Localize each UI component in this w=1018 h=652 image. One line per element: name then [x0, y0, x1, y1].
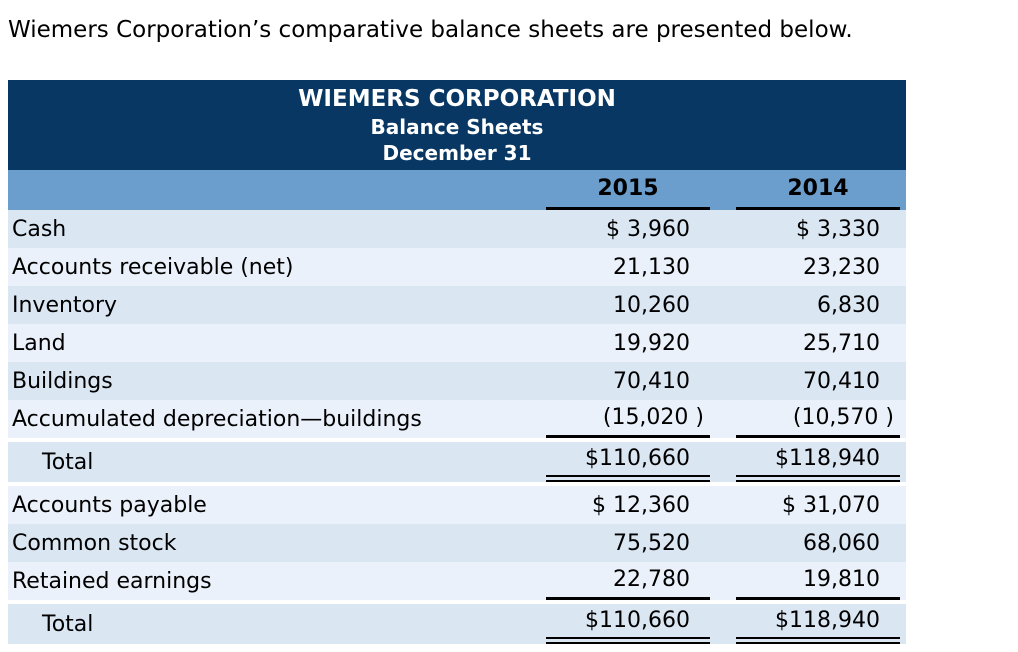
row-cash: Cash $ 3,960 $ 3,330 [8, 210, 906, 248]
cell-2014: 19,810 [736, 562, 900, 600]
column-right-margin [900, 442, 906, 482]
cell-2014: $ 31,070 [782, 492, 880, 518]
cell-2015: 75,520 [613, 530, 690, 556]
cell-2014: $118,940 [736, 604, 900, 644]
column-gap [710, 400, 736, 438]
statement-title: Balance Sheets [370, 115, 544, 139]
column-right-margin [900, 486, 906, 524]
cell-2015: $110,660 [546, 604, 710, 644]
row-label: Retained earnings [12, 568, 212, 594]
row-label: Buildings [12, 368, 113, 394]
cell-2014: 25,710 [803, 330, 880, 356]
row-label: Inventory [12, 292, 118, 318]
company-name: WIEMERS CORPORATION [298, 86, 616, 112]
row-separator [8, 438, 906, 442]
intro-text: Wiemers Corporation’s comparative balanc… [8, 17, 853, 43]
column-gap [710, 248, 736, 286]
row-total-liabilities-equity: Total $110,660 $118,940 [8, 604, 906, 644]
column-gap [710, 170, 736, 210]
row-separator [8, 600, 906, 604]
cell-2015: 22,780 [546, 562, 710, 600]
cell-2015: 19,920 [613, 330, 690, 356]
cell-2015: $ 12,360 [592, 492, 690, 518]
column-right-margin [900, 604, 906, 644]
row-label: Total [42, 611, 94, 637]
column-gap [710, 562, 736, 600]
column-right-margin [900, 524, 906, 562]
row-inventory: Inventory 10,260 6,830 [8, 286, 906, 324]
column-right-margin [900, 286, 906, 324]
column-right-margin [900, 562, 906, 600]
column-gap [710, 442, 736, 482]
cell-2014: $ 3,330 [796, 216, 880, 242]
cell-2015: 21,130 [613, 254, 690, 280]
cell-2014: 6,830 [817, 292, 880, 318]
balance-sheet-table: WIEMERS CORPORATION Balance Sheets Decem… [8, 80, 906, 644]
column-gap [710, 210, 736, 248]
cell-2014: 23,230 [803, 254, 880, 280]
column-gap [710, 486, 736, 524]
cell-2015: 70,410 [613, 368, 690, 394]
row-total-assets: Total $110,660 $118,940 [8, 442, 906, 482]
row-label: Land [12, 330, 66, 356]
cell-2014: 68,060 [803, 530, 880, 556]
row-label: Accounts payable [12, 492, 207, 518]
column-right-margin [900, 170, 906, 210]
column-gap [710, 362, 736, 400]
cell-2014: $118,940 [736, 442, 900, 482]
column-gap [710, 604, 736, 644]
table-header: WIEMERS CORPORATION Balance Sheets Decem… [8, 80, 906, 170]
row-label: Total [42, 449, 94, 475]
row-buildings: Buildings 70,410 70,410 [8, 362, 906, 400]
statement-date: December 31 [382, 141, 532, 165]
column-right-margin [900, 210, 906, 248]
column-gap [710, 324, 736, 362]
cell-2014: 70,410 [803, 368, 880, 394]
cell-2015: 10,260 [613, 292, 690, 318]
column-header-2015: 2015 [546, 170, 710, 210]
row-retained-earnings: Retained earnings 22,780 19,810 [8, 562, 906, 600]
cell-2015: (15,020 ) [546, 400, 710, 438]
column-header-spacer [8, 170, 546, 210]
row-common-stock: Common stock 75,520 68,060 [8, 524, 906, 562]
column-gap [710, 286, 736, 324]
column-header-row: 2015 2014 [8, 170, 906, 210]
row-label: Cash [12, 216, 67, 242]
row-land: Land 19,920 25,710 [8, 324, 906, 362]
row-accounts-receivable: Accounts receivable (net) 21,130 23,230 [8, 248, 906, 286]
row-label: Accounts receivable (net) [12, 254, 294, 280]
row-accounts-payable: Accounts payable $ 12,360 $ 31,070 [8, 486, 906, 524]
column-gap [710, 524, 736, 562]
column-right-margin [900, 400, 906, 438]
cell-2014: (10,570 ) [736, 400, 900, 438]
row-label: Accumulated depreciation—buildings [12, 406, 422, 432]
cell-2015: $110,660 [546, 442, 710, 482]
row-accumulated-depreciation: Accumulated depreciation—buildings (15,0… [8, 400, 906, 438]
column-right-margin [900, 248, 906, 286]
cell-2015: $ 3,960 [606, 216, 690, 242]
column-right-margin [900, 362, 906, 400]
column-right-margin [900, 324, 906, 362]
row-separator [8, 482, 906, 486]
row-label: Common stock [12, 530, 177, 556]
column-header-2014: 2014 [736, 170, 900, 210]
